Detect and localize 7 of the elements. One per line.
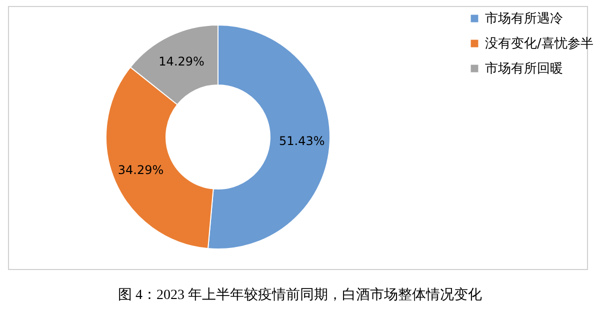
text: 图 4：2023 年上半年较疫情前同期，白酒市场整体情况变化 [117, 286, 483, 304]
data-label: 34.29% [118, 163, 164, 178]
data-label: 14.29% [158, 54, 204, 68]
legend-label: 市场有所遇冷 [485, 12, 563, 26]
data-label: 51.43% [279, 134, 325, 148]
legend-label: 市场有所回暖 [485, 62, 563, 76]
legend-label: 没有变化/喜忧参半 [485, 36, 594, 52]
